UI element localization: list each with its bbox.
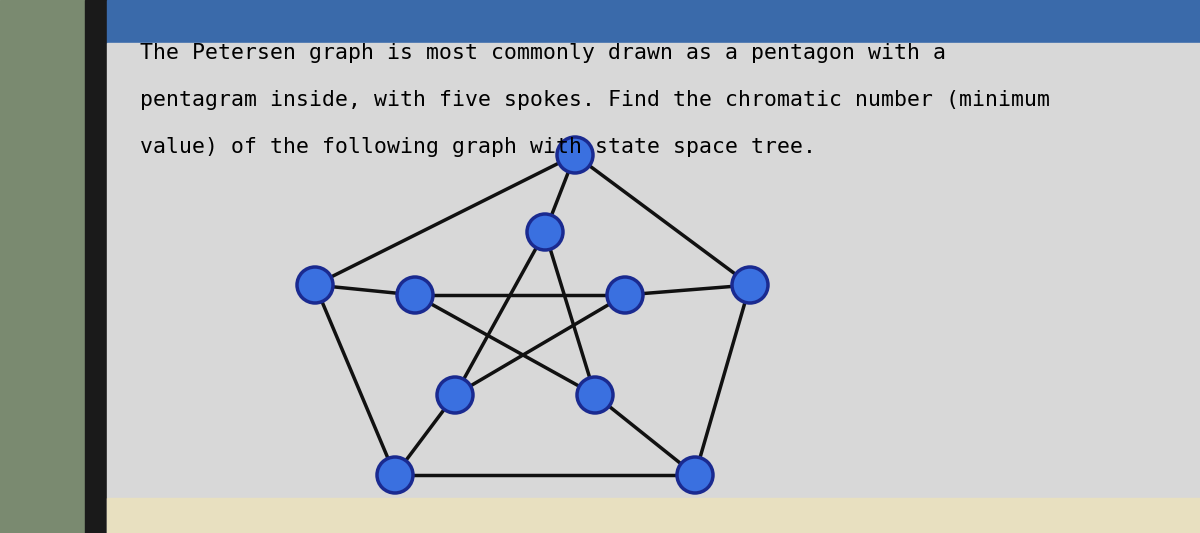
Bar xyxy=(0,0,85,533)
Circle shape xyxy=(557,137,593,173)
Circle shape xyxy=(298,267,334,303)
Bar xyxy=(85,0,107,533)
Circle shape xyxy=(607,277,643,313)
Circle shape xyxy=(577,377,613,413)
Circle shape xyxy=(437,377,473,413)
Text: value) of the following graph with state space tree.: value) of the following graph with state… xyxy=(140,137,816,157)
Text: The Petersen graph is most commonly drawn as a pentagon with a: The Petersen graph is most commonly draw… xyxy=(140,43,946,63)
Bar xyxy=(107,0,1200,43)
Circle shape xyxy=(732,267,768,303)
Text: pentagram inside, with five spokes. Find the chromatic number (minimum: pentagram inside, with five spokes. Find… xyxy=(140,90,1050,110)
Circle shape xyxy=(527,214,563,250)
Circle shape xyxy=(677,457,713,493)
Circle shape xyxy=(377,457,413,493)
Circle shape xyxy=(397,277,433,313)
Bar xyxy=(107,498,1200,533)
